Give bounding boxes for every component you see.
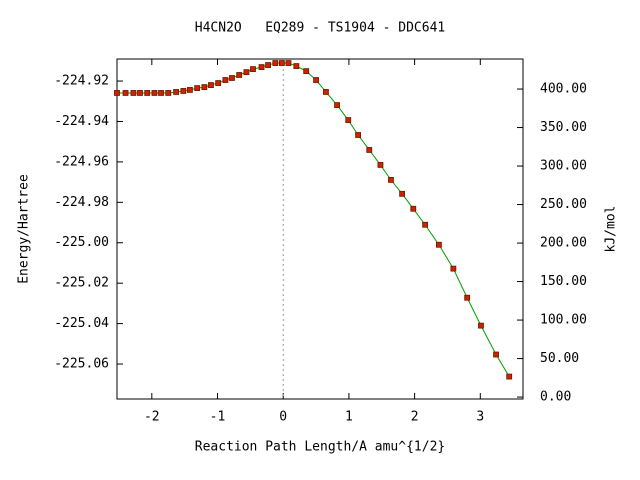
data-point <box>173 89 180 95</box>
x-axis-label: Reaction Path Length/A amu^{1/2} <box>195 440 445 455</box>
data-point <box>114 90 120 96</box>
data-point <box>493 351 499 358</box>
x-tick-label: 1 <box>345 410 353 425</box>
data-point <box>258 64 265 70</box>
y-axis-label: Energy/Hartree <box>17 174 32 284</box>
data-point <box>222 77 229 83</box>
y-tick-label: -224.96 <box>54 154 109 169</box>
data-point <box>293 63 300 69</box>
data-point <box>506 373 513 380</box>
y2-tick-label: 150.00 <box>540 274 587 289</box>
plot-frame <box>116 58 524 400</box>
data-point <box>450 265 457 272</box>
data-point <box>265 62 272 68</box>
data-point <box>272 60 279 66</box>
data-point <box>377 162 384 168</box>
data-point <box>215 80 222 86</box>
y2-tick-label: 250.00 <box>540 197 587 212</box>
data-point <box>229 75 235 81</box>
x-tick-label: 2 <box>411 410 419 425</box>
x-tick-label: 3 <box>476 410 484 425</box>
y-tick-label: -224.98 <box>54 195 109 210</box>
y-tick-label: -225.06 <box>54 357 109 372</box>
data-point <box>250 66 256 73</box>
y2-axis-label: kJ/mol <box>604 206 619 253</box>
data-point <box>303 68 310 75</box>
data-point <box>422 221 429 228</box>
data-point <box>285 60 292 66</box>
data-point <box>464 294 471 301</box>
data-point <box>366 147 373 153</box>
data-point <box>323 89 329 95</box>
y-tick-label: -224.94 <box>54 114 109 129</box>
data-point <box>165 90 172 96</box>
data-point <box>122 90 129 96</box>
data-point <box>436 241 442 248</box>
data-point <box>158 90 164 96</box>
data-point <box>187 87 193 93</box>
y2-tick-label: 350.00 <box>540 120 587 135</box>
y2-tick-label: 100.00 <box>540 313 587 328</box>
data-point <box>194 85 201 92</box>
y-tick-label: -225.04 <box>54 316 109 331</box>
x-tick-label: 0 <box>279 410 287 425</box>
y-tick-label: -224.92 <box>54 74 109 89</box>
data-point <box>355 132 362 138</box>
data-point <box>410 205 417 212</box>
data-point <box>137 90 143 96</box>
data-point <box>130 90 137 96</box>
data-point <box>180 88 187 94</box>
data-point <box>236 72 243 78</box>
data-point <box>208 82 214 88</box>
data-point <box>278 60 285 66</box>
data-point <box>334 102 340 108</box>
data-point <box>478 322 484 329</box>
chart-title: H4CN2O EQ289 - TS1904 - DDC641 <box>195 21 445 36</box>
data-point <box>313 77 319 83</box>
y2-tick-label: 400.00 <box>540 82 587 97</box>
x-tick-label: -1 <box>210 410 226 425</box>
y2-tick-label: 300.00 <box>540 159 587 174</box>
data-point <box>243 69 250 76</box>
data-point <box>201 84 208 90</box>
data-point <box>388 176 394 183</box>
x-tick-label: -2 <box>144 410 160 425</box>
data-point <box>144 90 151 96</box>
y2-tick-label: 200.00 <box>540 236 587 251</box>
y-tick-label: -225.00 <box>54 235 109 250</box>
data-point <box>345 117 352 123</box>
y2-tick-label: 50.00 <box>540 351 579 366</box>
y2-tick-label: 0.00 <box>540 390 571 405</box>
data-point <box>151 90 158 96</box>
data-point <box>399 190 406 197</box>
y-tick-label: -225.02 <box>54 276 109 291</box>
